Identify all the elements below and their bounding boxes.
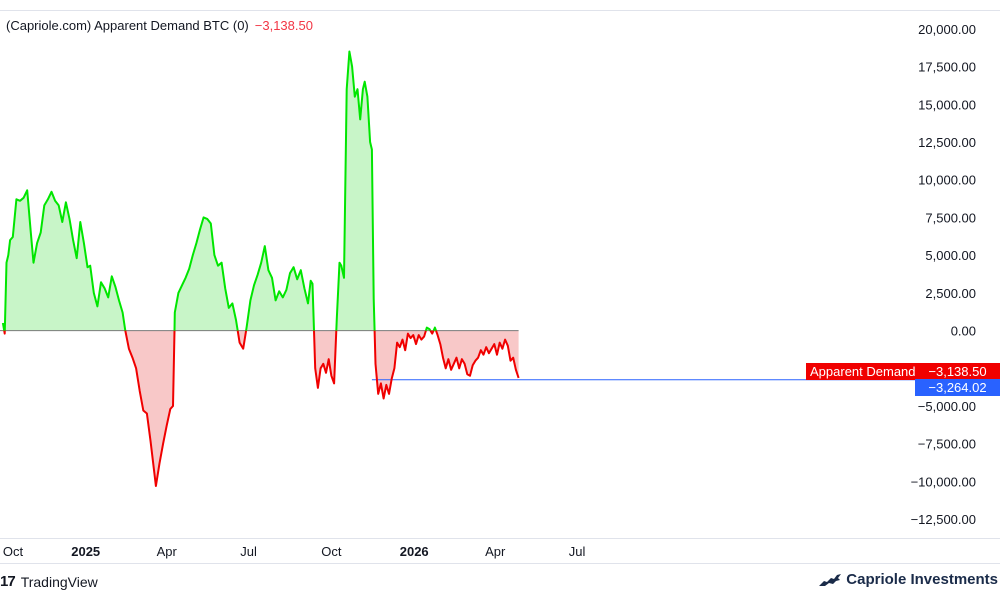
series-name-label: Apparent Demand	[810, 364, 916, 379]
capriole-brand[interactable]: Capriole Investments	[818, 571, 998, 588]
series-line-positive	[432, 326, 437, 331]
x-tick-label: Apr	[157, 544, 178, 559]
x-tick-label: 2026	[400, 544, 429, 559]
series-line-positive	[335, 50, 376, 331]
negative-area	[125, 330, 175, 486]
series-line-positive	[424, 326, 432, 332]
series-line-negative	[435, 330, 520, 379]
series-line-negative	[313, 330, 338, 389]
indicator-value: −3,138.50	[254, 18, 313, 33]
hline-value-label: −3,264.02	[928, 380, 987, 395]
negative-area	[374, 330, 426, 399]
tradingview-attribution[interactable]: 17 TradingView	[0, 573, 98, 590]
series-line-negative	[3, 330, 6, 335]
y-tick-label: 2,500.00	[925, 286, 976, 301]
y-tick-label: 10,000.00	[918, 173, 976, 188]
series-line-negative	[124, 330, 176, 487]
x-tick-label: Oct	[3, 544, 24, 559]
positive-area	[336, 51, 375, 331]
y-tick-label: −5,000.00	[918, 399, 976, 414]
series-name-tag: Apparent Demand	[806, 363, 920, 380]
area-fills	[2, 51, 519, 486]
y-tick-label: 12,500.00	[918, 135, 976, 150]
series-line-negative	[373, 330, 427, 400]
series-lines	[1, 50, 520, 487]
indicator-title: (Capriole.com) Apparent Demand BTC (0)	[6, 18, 249, 33]
hline-value-tag: −3,264.02	[915, 379, 1000, 396]
series-value-label: −3,138.50	[928, 364, 987, 379]
y-tick-label: 20,000.00	[918, 22, 976, 37]
y-tick-label: 15,000.00	[918, 97, 976, 112]
y-tick-label: −10,000.00	[911, 474, 976, 489]
y-tick-label: 0.00	[951, 324, 976, 339]
y-tick-label: −12,500.00	[911, 512, 976, 527]
series-value-tag: −3,138.50	[915, 363, 1000, 380]
positive-area	[246, 246, 314, 331]
y-tick-label: 5,000.00	[925, 248, 976, 263]
series-line-negative	[236, 330, 248, 350]
x-tick-label: 2025	[71, 544, 100, 559]
negative-area	[237, 330, 247, 349]
y-tick-label: 7,500.00	[925, 210, 976, 225]
x-tick-label: Oct	[321, 544, 342, 559]
y-tick-label: 17,500.00	[918, 60, 976, 75]
y-axis: 20,000.00 17,500.00 15,000.00 12,500.00 10,0…	[911, 22, 976, 527]
series-line-positive	[3, 189, 127, 331]
positive-area	[4, 190, 126, 331]
tradingview-logo-icon: 17	[0, 573, 16, 590]
x-tick-label: Apr	[485, 544, 506, 559]
x-tick-label: Jul	[240, 544, 257, 559]
goat-logo-icon	[819, 573, 842, 586]
series-line-positive	[245, 245, 315, 331]
positive-area	[174, 217, 238, 331]
y-tick-label: −7,500.00	[918, 437, 976, 452]
x-tick-label: Jul	[569, 544, 586, 559]
series-line-positive	[173, 216, 239, 331]
x-axis: Oct 2025 Apr Jul Oct 2026 Apr Jul	[3, 544, 586, 559]
negative-area	[436, 330, 519, 378]
brand-name: Capriole Investments	[846, 571, 998, 588]
indicator-legend[interactable]: (Capriole.com) Apparent Demand BTC (0) −3…	[6, 18, 313, 33]
tradingview-label: TradingView	[20, 573, 98, 590]
series-line-negative	[429, 330, 435, 335]
